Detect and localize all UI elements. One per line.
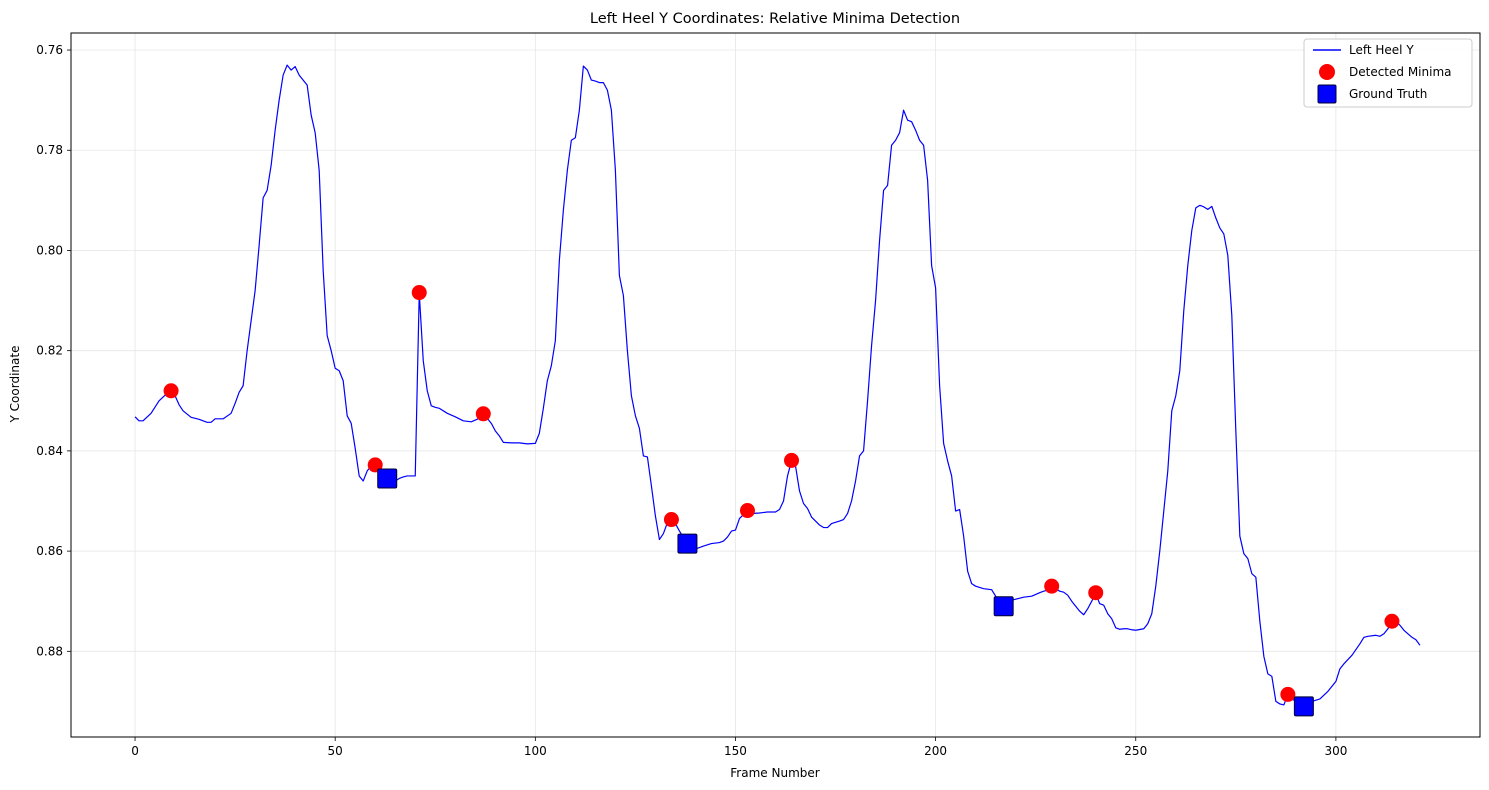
legend-ground-truth-swatch <box>1317 84 1337 104</box>
plot-markers <box>163 285 1400 717</box>
x-tick-label: 200 <box>924 744 947 758</box>
detected-minimum-point <box>1280 686 1296 702</box>
detected-minimum-point <box>163 383 179 399</box>
ground-truth-point <box>1293 696 1314 717</box>
y-axis-ticks: 0.76 0.78 0.80 0.82 0.84 0.86 0.88 <box>36 43 71 658</box>
y-tick-label: 0.80 <box>36 243 63 257</box>
chart-title: Left Heel Y Coordinates: Relative Minima… <box>590 11 960 27</box>
plot-lines <box>134 64 1421 706</box>
ground-truth-point <box>993 596 1014 617</box>
y-tick-label: 0.84 <box>36 444 63 458</box>
x-tick-label: 300 <box>1324 744 1347 758</box>
detected-minimum-point <box>411 285 427 301</box>
x-tick-label: 50 <box>328 744 343 758</box>
legend-minima-swatch <box>1319 64 1335 80</box>
y-axis-label: Y Coordinate <box>8 346 22 424</box>
y-tick-label: 0.86 <box>36 544 63 558</box>
legend-label-ground-truth: Ground Truth <box>1349 87 1427 101</box>
y-tick-label: 0.88 <box>36 644 63 658</box>
detected-minimum-point <box>663 512 679 528</box>
x-tick-label: 0 <box>131 744 139 758</box>
x-axis-label: Frame Number <box>730 766 819 780</box>
y-tick-label: 0.78 <box>36 143 63 157</box>
x-axis-ticks: 0 50 100 150 200 250 300 <box>131 737 1347 758</box>
legend-box <box>1303 38 1473 108</box>
axes-frame <box>70 32 1481 738</box>
ground-truth-point <box>377 468 398 489</box>
detected-minimum-point <box>739 503 755 519</box>
series-line-left-heel-y <box>134 64 1421 706</box>
legend-label-line: Left Heel Y <box>1349 43 1414 57</box>
ground-truth-point <box>677 533 698 554</box>
y-tick-label: 0.76 <box>36 43 63 57</box>
grid-lines <box>71 33 1480 737</box>
y-tick-label: 0.82 <box>36 344 63 358</box>
detected-minimum-point <box>1088 585 1104 601</box>
legend-label-minima: Detected Minima <box>1349 65 1452 79</box>
detected-minimum-point <box>784 452 800 468</box>
detected-minimum-point <box>1384 613 1400 629</box>
x-tick-label: 100 <box>524 744 547 758</box>
detected-minimum-point <box>1044 578 1060 594</box>
legend: Left Heel Y Detected Minima Ground Truth <box>1303 38 1473 108</box>
x-tick-label: 150 <box>724 744 747 758</box>
detected-minimum-point <box>475 406 491 422</box>
x-tick-label: 250 <box>1124 744 1147 758</box>
